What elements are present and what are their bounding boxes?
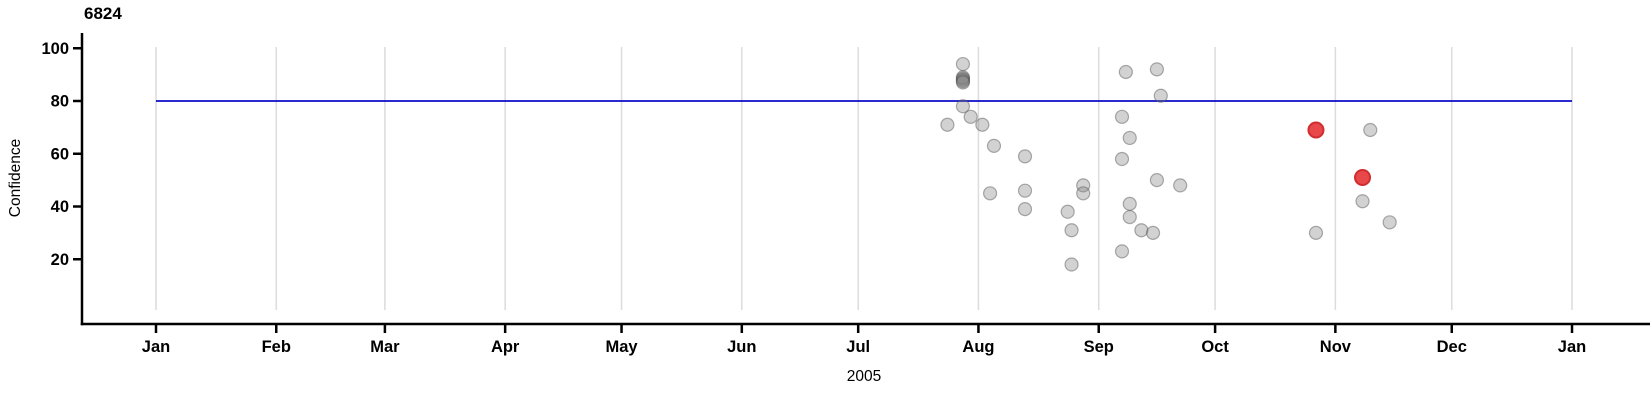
data-point	[955, 56, 971, 72]
y-axis-label: Confidence	[7, 138, 24, 218]
chart-title: 6824	[84, 4, 122, 23]
data-point	[1134, 223, 1149, 238]
data-point	[1355, 194, 1370, 209]
data-point	[955, 75, 971, 90]
data-point	[955, 99, 971, 114]
data-point	[955, 71, 971, 86]
x-tick-label: Jun	[727, 338, 756, 356]
x-tick-label: Feb	[262, 338, 291, 356]
data-point	[1149, 173, 1165, 188]
data-point	[1382, 215, 1397, 230]
data-point	[1017, 183, 1033, 198]
data-point	[1145, 225, 1161, 240]
data-point	[1017, 202, 1033, 217]
data-point	[955, 70, 971, 85]
data-point	[1064, 223, 1079, 238]
data-point	[1122, 130, 1137, 146]
x-tick-label: Apr	[491, 338, 520, 356]
y-tick-label: 40	[51, 198, 69, 216]
data-point	[1149, 62, 1165, 77]
data-point	[1017, 149, 1033, 164]
data-point	[1363, 122, 1378, 138]
data-point	[955, 74, 971, 89]
x-tick-label: Jul	[846, 338, 870, 356]
data-point	[1064, 257, 1079, 272]
data-point	[986, 138, 1002, 153]
x-tick-label: Jan	[142, 338, 170, 356]
data-point	[1076, 186, 1091, 201]
x-tick-label: Dec	[1437, 338, 1467, 356]
data-point	[940, 117, 955, 132]
data-point	[955, 72, 971, 88]
data-point	[975, 117, 990, 132]
data-point	[963, 109, 978, 124]
x-tick-label: Sep	[1084, 338, 1114, 356]
data-point	[1122, 196, 1137, 211]
y-tick-label: 20	[51, 251, 69, 269]
data-point	[982, 186, 998, 201]
data-point	[1114, 151, 1130, 167]
highlighted-data-point	[1307, 121, 1325, 139]
data-point	[1076, 178, 1091, 193]
x-tick-label: Oct	[1201, 338, 1229, 356]
data-point	[1122, 209, 1137, 225]
data-point	[1308, 225, 1324, 240]
x-axis-label: 2005	[846, 368, 882, 385]
data-point	[1114, 109, 1130, 124]
data-point	[1118, 64, 1133, 80]
x-tick-label: Aug	[962, 338, 994, 356]
y-tick-label: 60	[51, 145, 69, 163]
x-tick-label: Jan	[1558, 338, 1586, 356]
highlighted-data-point	[1354, 168, 1372, 186]
x-tick-label: Nov	[1320, 338, 1352, 356]
data-point	[1153, 88, 1168, 103]
y-tick-label: 80	[51, 93, 69, 111]
data-point	[1173, 178, 1188, 193]
x-tick-label: Mar	[370, 338, 400, 356]
data-point	[1060, 204, 1075, 219]
data-point	[1114, 244, 1130, 259]
x-tick-label: May	[605, 338, 638, 356]
y-tick-label: 100	[41, 40, 69, 58]
